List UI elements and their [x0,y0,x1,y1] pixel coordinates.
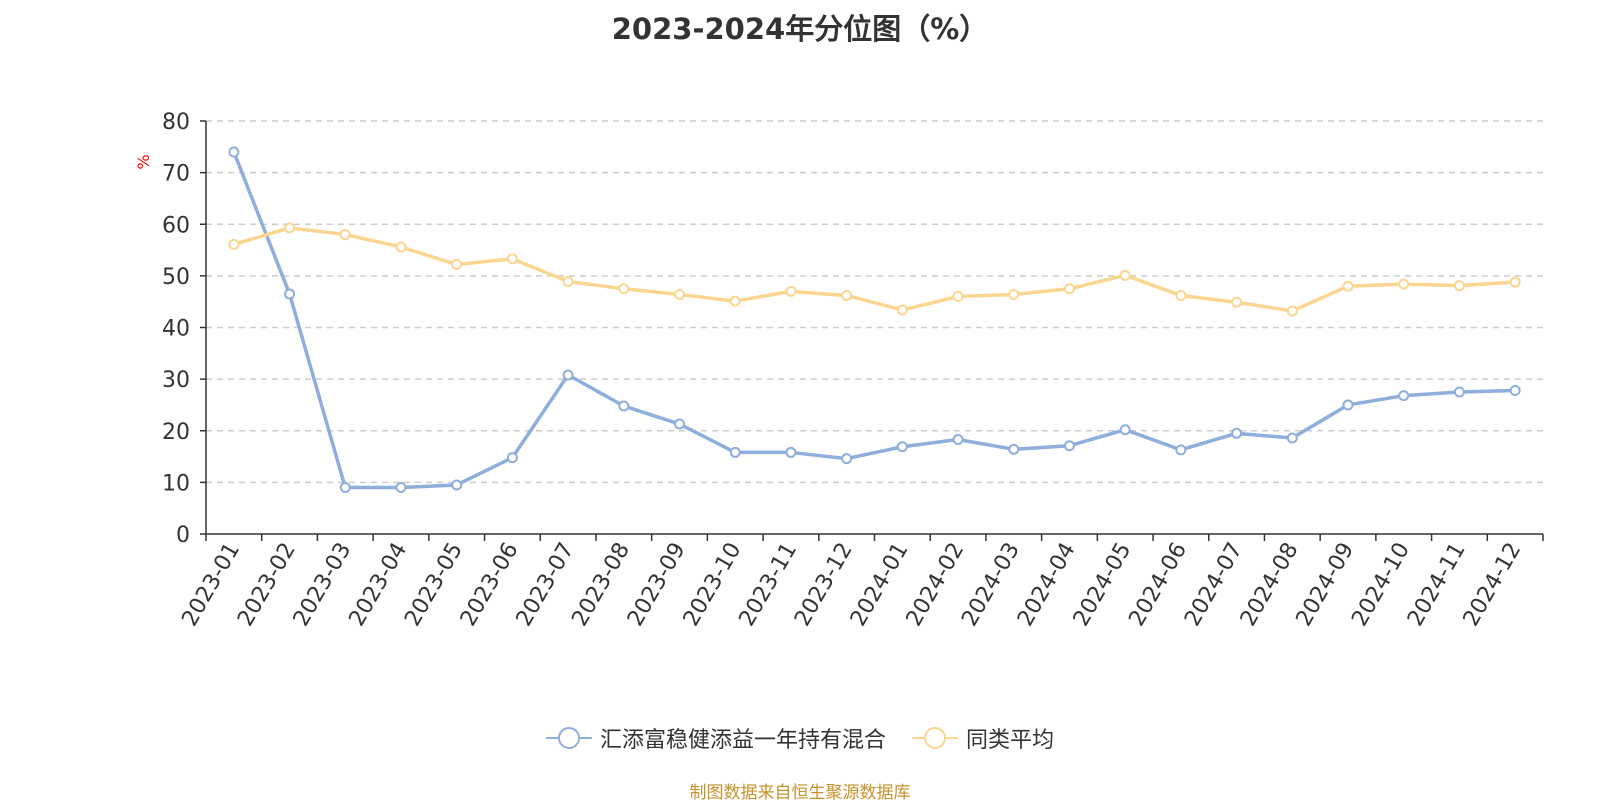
data-point [562,369,574,381]
data-point [1342,280,1354,292]
data-point [841,289,853,301]
data-point [952,434,964,446]
data-point [228,146,240,158]
data-point [841,453,853,465]
data-point [618,400,630,412]
data-point [674,288,686,300]
data-point [1063,283,1075,295]
data-point [451,479,463,491]
series-line-0 [232,151,1516,490]
data-point [1008,443,1020,455]
data-point [562,276,574,288]
data-point [618,283,630,295]
data-point [506,253,518,265]
data-point [729,446,741,458]
data-point [1286,305,1298,317]
series-lines [228,146,1521,494]
data-point [1286,432,1298,444]
data-point [1063,440,1075,452]
legend-item-average[interactable]: 同类平均 [912,722,1054,754]
source-note: 制图数据来自恒生聚源数据库 [689,783,911,803]
data-point [339,229,351,241]
data-point [284,222,296,234]
data-point [1509,384,1521,396]
legend-marker-fund [545,726,592,750]
y-tick-label: 10 [162,471,190,496]
y-axis-label: % [134,154,153,169]
data-point [1453,386,1465,398]
legend-item-fund[interactable]: 汇添富稳健添益一年持有混合 [545,722,886,754]
y-tick-label: 70 [162,162,190,187]
y-tick-label: 0 [176,523,190,548]
data-point [1342,399,1354,411]
data-point [1231,296,1243,308]
series-line-1 [233,226,1516,313]
grid-lines [206,120,1543,484]
data-point [1119,269,1131,281]
data-point [1453,280,1465,292]
data-point [729,295,741,307]
data-point [395,482,407,494]
legend-marker-average [912,726,958,750]
data-point [395,241,407,253]
data-point [1509,276,1521,288]
data-point [1231,427,1243,439]
y-tick-label: 20 [162,420,190,445]
y-tick-label: 60 [162,213,190,238]
data-point [896,441,908,453]
data-point [506,452,518,464]
data-point [1175,444,1187,456]
data-point [1175,289,1187,301]
data-point [339,482,351,494]
data-point [952,291,964,303]
y-tick-label: 40 [162,317,190,342]
legend-label-average: 同类平均 [966,728,1055,753]
data-point [1119,424,1131,436]
y-tick-label: 80 [162,110,190,135]
data-point [228,238,240,250]
data-point [1398,390,1410,402]
chart-title: 2023-2024年分位图（%） [611,12,989,46]
y-tick-label: 30 [162,368,190,393]
legend-label-fund: 汇添富稳健添益一年持有混合 [599,728,886,753]
data-point [451,259,463,271]
y-tick-label: 50 [162,265,190,290]
data-point [674,418,686,430]
data-point [785,446,797,458]
data-point [1008,288,1020,300]
data-point [896,304,908,316]
data-point [1398,278,1410,290]
data-point [785,285,797,297]
data-point [284,288,296,300]
legend: 汇添富稳健添益一年持有混合 同类平均 [0,722,1600,754]
axes: 01020304050607080%2023-012023-022023-032… [134,110,1544,631]
